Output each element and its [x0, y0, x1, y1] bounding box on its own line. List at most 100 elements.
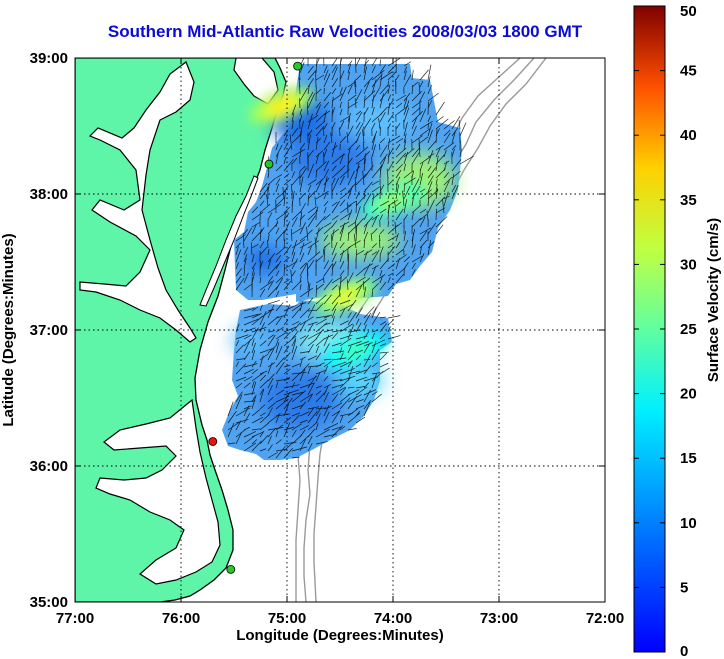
velocity-vector: [363, 95, 366, 109]
velocity-vector: [411, 70, 414, 81]
velocity-vector: [307, 215, 316, 228]
velocity-vector: [283, 206, 290, 214]
velocity-vector: [347, 386, 355, 389]
velocity-vector: [243, 254, 248, 263]
velocity-vector: [323, 278, 333, 291]
velocity-vector: [275, 346, 283, 361]
velocity-vector: [306, 101, 309, 116]
velocity-vector: [299, 356, 306, 361]
velocity-vector: [291, 456, 300, 459]
velocity-vector: [259, 228, 262, 242]
velocity-vector: [371, 194, 375, 207]
velocity-vector: [299, 221, 307, 235]
velocity-vector: [259, 288, 266, 298]
velocity-vector: [299, 425, 309, 431]
hotspot-core: [328, 285, 363, 307]
velocity-vector: [379, 258, 390, 270]
velocity-vector: [379, 153, 388, 165]
velocity-vector: [355, 386, 368, 396]
velocity-vector: [427, 199, 435, 214]
velocity-vector: [339, 299, 351, 305]
velocity-vector: [331, 263, 334, 277]
velocity-vector: [323, 177, 330, 186]
velocity-vector: [267, 334, 276, 347]
velocity-vector: [395, 74, 400, 81]
velocity-vector: [299, 334, 309, 347]
velocity-vector: [347, 157, 353, 165]
velocity-vector: [435, 101, 445, 116]
velocity-vector: [379, 333, 386, 340]
velocity-vector: [363, 365, 372, 375]
velocity-vector: [411, 244, 416, 256]
velocity-vector: [315, 345, 320, 354]
velocity-vector: [355, 58, 361, 67]
velocity-vector: [251, 439, 258, 445]
velocity-vector: [243, 307, 255, 312]
x-ticks: 77:00 76:00 75:00 74:00 73:00 72:00: [56, 58, 624, 627]
velocity-vector: [283, 368, 291, 375]
velocity-vector: [299, 193, 305, 200]
velocity-vector: [355, 386, 366, 389]
velocity-vector: [259, 200, 265, 207]
velocity-vector: [339, 276, 342, 291]
velocity-vector: [267, 308, 275, 312]
velocity-vector: [251, 440, 262, 452]
velocity-vector: [419, 128, 431, 137]
velocity-vector: [347, 272, 354, 284]
velocity-vector: [339, 86, 347, 102]
velocity-vector: [355, 173, 367, 186]
velocity-vector: [371, 106, 375, 116]
velocity-vector: [363, 59, 370, 67]
velocity-vector: [315, 138, 321, 144]
velocity-vector: [387, 283, 395, 291]
velocity-vector: [419, 69, 429, 81]
velocity-vector: [299, 393, 313, 403]
velocity-vector: [251, 262, 257, 270]
velocity-vector: [259, 203, 271, 214]
velocity-vector: [371, 94, 375, 109]
velocity-vector: [355, 349, 363, 354]
velocity-vector: [290, 269, 293, 284]
velocity-vector: [323, 110, 327, 123]
velocity-vector: [387, 58, 402, 67]
velocity-vector: [347, 360, 353, 368]
velocity-vector: [315, 277, 325, 284]
velocity-vector: [251, 372, 264, 382]
velocity-vector: [363, 286, 367, 298]
velocity-vector: [331, 153, 345, 165]
velocity-vector: [243, 405, 250, 417]
velocity-vector: [259, 311, 267, 326]
velocity-vector: [363, 382, 370, 389]
velocity-vector: [307, 304, 316, 319]
velocity-vector: [315, 423, 319, 431]
velocity-vector: [298, 69, 301, 81]
velocity-vector: [443, 149, 447, 158]
velocity-vector: [355, 285, 363, 298]
velocity-vector: [387, 326, 391, 333]
velocity-vector: [235, 275, 242, 284]
velocity-vector: [370, 233, 373, 242]
velocity-vector: [315, 413, 321, 424]
velocity-vector: [371, 251, 378, 256]
velocity-vector: [395, 123, 401, 130]
velocity-vector: [235, 242, 241, 249]
velocity-vector: [411, 147, 420, 158]
velocity-vector: [347, 291, 352, 298]
velocity-vector: [267, 348, 275, 361]
velocity-vector: [363, 216, 374, 228]
velocity-vector: [363, 402, 371, 417]
velocity-vector: [267, 444, 273, 452]
velocity-vector: [331, 220, 338, 228]
velocity-vector: [403, 186, 411, 200]
velocity-vector: [251, 313, 262, 319]
velocity-vector: [251, 360, 257, 368]
velocity-vector: [363, 342, 371, 354]
velocity-vector: [363, 90, 376, 102]
velocity-vector: [299, 87, 308, 102]
velocity-vector: [331, 215, 339, 221]
velocity-vector: [379, 246, 384, 256]
velocity-vector: [339, 87, 343, 95]
velocity-vector: [387, 192, 391, 200]
velocity-vector: [243, 376, 253, 382]
velocity-vector: [347, 412, 360, 424]
